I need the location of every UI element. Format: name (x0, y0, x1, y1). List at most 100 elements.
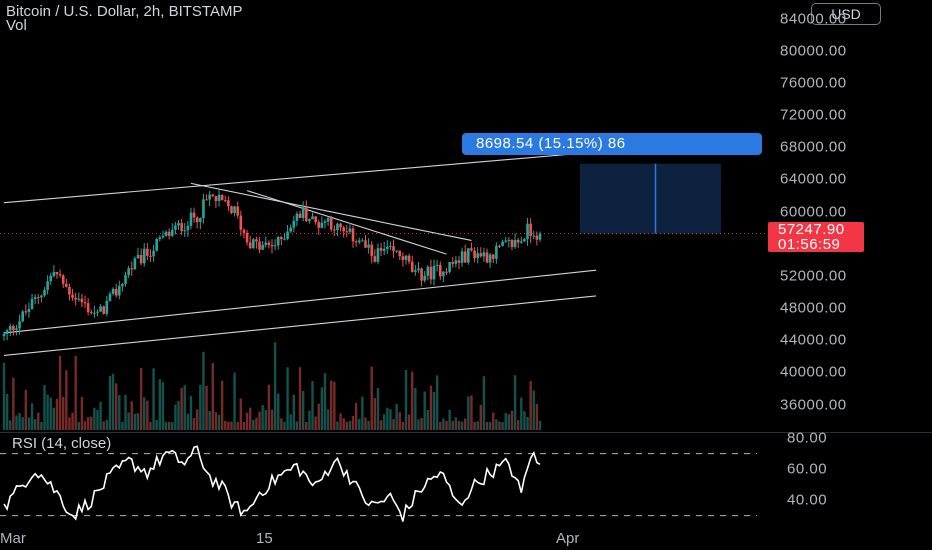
candle (227, 200, 230, 207)
volume-bar (398, 412, 401, 430)
currency-button[interactable]: USD (811, 3, 881, 25)
volume-bar (535, 403, 539, 430)
volume-bar (214, 412, 218, 430)
candle (495, 245, 498, 259)
volume-bar (139, 367, 143, 430)
volume-bar (317, 403, 320, 430)
rsi-tick-label: 80.00 (787, 429, 828, 447)
candle (199, 218, 202, 223)
volume-bar (442, 418, 445, 430)
candle (476, 253, 479, 259)
volume-bar (498, 421, 501, 430)
candle (367, 244, 370, 248)
candle (258, 241, 261, 250)
volume-bar (529, 381, 532, 430)
volume-bar (464, 418, 467, 430)
candle (155, 239, 158, 251)
candle (177, 223, 180, 226)
volume-bar (538, 420, 542, 430)
candle (18, 321, 21, 329)
volume-bar (526, 416, 529, 430)
time-tick-label: Apr (556, 530, 580, 547)
candle (389, 246, 392, 248)
volume-bar (370, 366, 373, 430)
candle (21, 311, 24, 322)
candle (392, 246, 395, 252)
volume-bar (435, 375, 439, 430)
volume-bar (196, 409, 199, 430)
candle (127, 268, 130, 276)
candle (202, 199, 205, 219)
candle (192, 212, 196, 218)
candle (33, 297, 37, 299)
volume-bar (255, 417, 258, 430)
volume-bar (58, 356, 62, 430)
volume-bar (227, 421, 230, 430)
volume-bar (520, 397, 523, 430)
candle (239, 215, 243, 230)
volume-bar (261, 405, 264, 430)
candle (242, 229, 246, 233)
volume-bar (102, 421, 105, 430)
volume-bar (386, 407, 389, 430)
rsi-tick-label: 60.00 (787, 460, 828, 478)
volume-bar (130, 401, 133, 430)
volume-bar (301, 390, 305, 430)
volume-bar (211, 362, 214, 430)
volume-bar (507, 414, 511, 430)
volume-bar (15, 415, 18, 430)
candle (404, 255, 408, 260)
candle (373, 256, 377, 262)
candle (382, 248, 386, 251)
volume-bar (124, 394, 127, 430)
volume-bar (277, 393, 280, 430)
candle (111, 288, 115, 294)
volume-bar (354, 402, 358, 430)
volume-bar (326, 409, 330, 430)
volume-bar (401, 421, 405, 430)
candle (230, 206, 233, 213)
candle (43, 290, 46, 296)
volume-bar (202, 351, 205, 430)
candle (189, 212, 193, 226)
volume-bar (414, 388, 417, 430)
candle (336, 223, 339, 231)
volume-bar (314, 416, 317, 430)
candle (454, 260, 458, 264)
price-tick-label: 64000.00 (780, 170, 847, 188)
volume-bar (270, 409, 274, 430)
candle (71, 294, 74, 298)
volume-bar (358, 418, 361, 430)
volume-bar (49, 397, 52, 430)
candle (99, 306, 102, 312)
candle (146, 248, 149, 256)
volume-bar (242, 421, 246, 430)
candle (323, 221, 327, 223)
volume-bar (167, 421, 171, 430)
volume-bar (432, 392, 436, 430)
candle (438, 264, 442, 277)
candle (12, 325, 15, 330)
candle (273, 245, 277, 247)
rsi-label: RSI (14, close) (12, 435, 112, 452)
trendline-3 (190, 182, 472, 241)
volume-bar (367, 420, 370, 430)
candle (460, 251, 464, 263)
candle (504, 240, 508, 242)
volume-bar (80, 396, 84, 430)
volume-bar (308, 410, 311, 430)
volume-bar (245, 412, 249, 430)
volume-bar (460, 421, 464, 430)
candle (96, 311, 99, 313)
volume-bar (96, 410, 99, 430)
volume-bar (189, 395, 193, 430)
volume-bar (516, 420, 520, 430)
candle (395, 250, 398, 252)
volume-bar (510, 410, 514, 430)
volume-bar (133, 413, 137, 430)
candle (345, 231, 349, 233)
volume-bar (105, 419, 109, 430)
candle (170, 229, 174, 236)
measure-box (580, 163, 721, 234)
